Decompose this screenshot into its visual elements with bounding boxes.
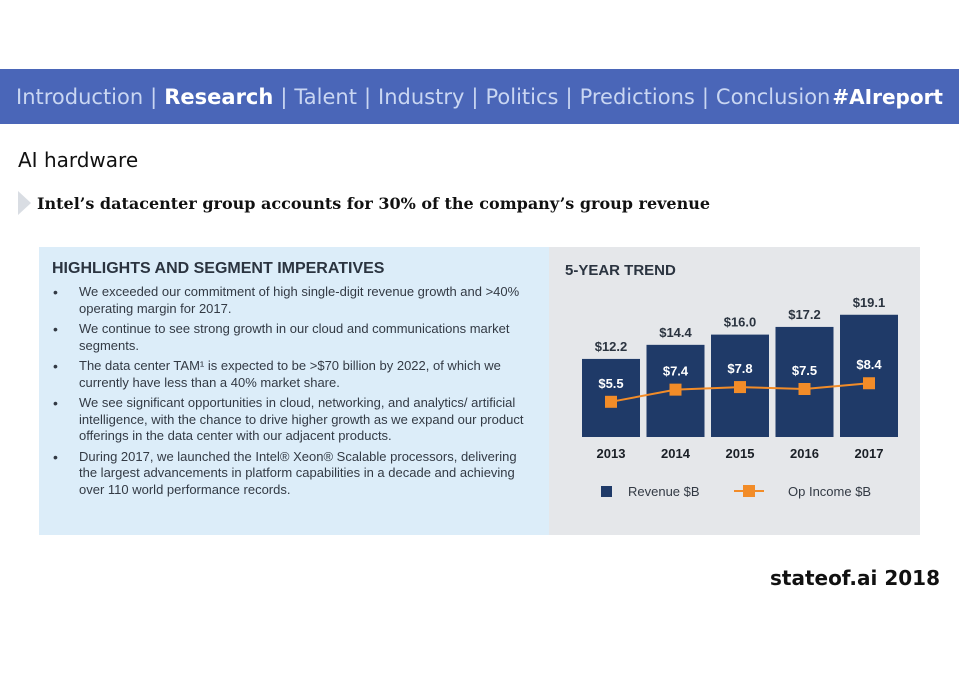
nav-item-research[interactable]: Research: [164, 84, 274, 109]
highlights-panel: HIGHLIGHTS AND SEGMENT IMPERATIVES We ex…: [39, 247, 549, 535]
top-nav-bar: Introduction | Research | Talent | Industry | Po…: [0, 69, 959, 124]
legend-op-income-swatch: [743, 485, 755, 497]
highlight-item: We exceeded our commitment of high singl…: [52, 284, 535, 317]
op-income-marker: [734, 381, 746, 394]
intel-datacenter-figure: HIGHLIGHTS AND SEGMENT IMPERATIVES We ex…: [39, 247, 920, 535]
trend-chart: $12.2 2013 $14.4 2014 $16.0 2015 $17.2 2016 $19.…: [582, 295, 898, 499]
op-income-marker: [669, 383, 682, 396]
revenue-label: $14.4: [659, 325, 692, 340]
revenue-label: $16.0: [724, 315, 757, 330]
op-income-label: $7.5: [792, 363, 817, 378]
nav-separator: |: [363, 84, 372, 109]
highlights-list: We exceeded our commitment of high singl…: [52, 284, 535, 498]
slide-title: AI hardware: [18, 148, 139, 172]
nav-item-predictions[interactable]: Predictions: [579, 84, 695, 109]
op-income-label: $7.4: [663, 364, 689, 379]
x-tick-label: 2014: [661, 446, 691, 461]
nav-separator: |: [471, 84, 479, 109]
revenue-bar: [775, 326, 834, 437]
nav-separator: |: [150, 84, 158, 109]
nav-item-introduction[interactable]: Introduction: [16, 84, 144, 109]
highlight-item: The data center TAM¹ is expected to be >…: [52, 358, 535, 391]
op-income-label: $5.5: [598, 376, 623, 391]
nav-separator: |: [701, 84, 709, 109]
legend-revenue-swatch: [601, 486, 612, 497]
nav-item-industry[interactable]: Industry: [378, 84, 465, 109]
revenue-label: $12.2: [595, 339, 628, 354]
slide-subtitle: Intel’s datacenter group accounts for 30…: [37, 193, 711, 213]
nav-separator: |: [565, 84, 573, 109]
x-tick-label: 2017: [855, 446, 884, 461]
x-tick-label: 2013: [597, 446, 626, 461]
revenue-bar: [840, 314, 898, 437]
op-income-marker: [798, 383, 811, 395]
legend-revenue-label: Revenue $B: [628, 484, 700, 499]
op-income-label: $7.8: [727, 361, 752, 376]
nav-item-politics[interactable]: Politics: [485, 84, 559, 109]
x-tick-label: 2016: [790, 446, 819, 461]
nav-item-conclusion[interactable]: Conclusion: [715, 84, 831, 109]
chevron-right-icon: [18, 191, 31, 215]
revenue-label: $17.2: [788, 307, 821, 322]
trend-panel: 5-YEAR TREND $12.2 2013 $14.4 2014 $16.0 2015…: [549, 247, 920, 535]
subtitle-row: Intel’s datacenter group accounts for 30…: [18, 191, 710, 215]
nav-separator: |: [280, 84, 288, 109]
footer-source: stateof.ai 2018: [769, 566, 940, 590]
highlight-item: During 2017, we launched the Intel® Xeon…: [52, 449, 535, 499]
op-income-label: $8.4: [856, 357, 882, 372]
op-income-marker: [863, 377, 875, 390]
nav-items: Introduction | Research | Talent | Industry | Po…: [16, 85, 830, 109]
highlight-item: We see significant opportunities in clou…: [52, 395, 535, 445]
x-tick-label: 2015: [726, 446, 755, 461]
highlight-item: We continue to see strong growth in our …: [52, 321, 535, 354]
highlights-heading: HIGHLIGHTS AND SEGMENT IMPERATIVES: [52, 260, 385, 277]
chart-title: 5-YEAR TREND: [565, 262, 676, 279]
legend-op-income-label: Op Income $B: [788, 484, 871, 499]
op-income-marker: [605, 395, 617, 408]
hashtag-label: #AIreport: [832, 84, 943, 109]
revenue-label: $19.1: [853, 295, 886, 310]
nav-item-talent[interactable]: Talent: [294, 84, 357, 109]
